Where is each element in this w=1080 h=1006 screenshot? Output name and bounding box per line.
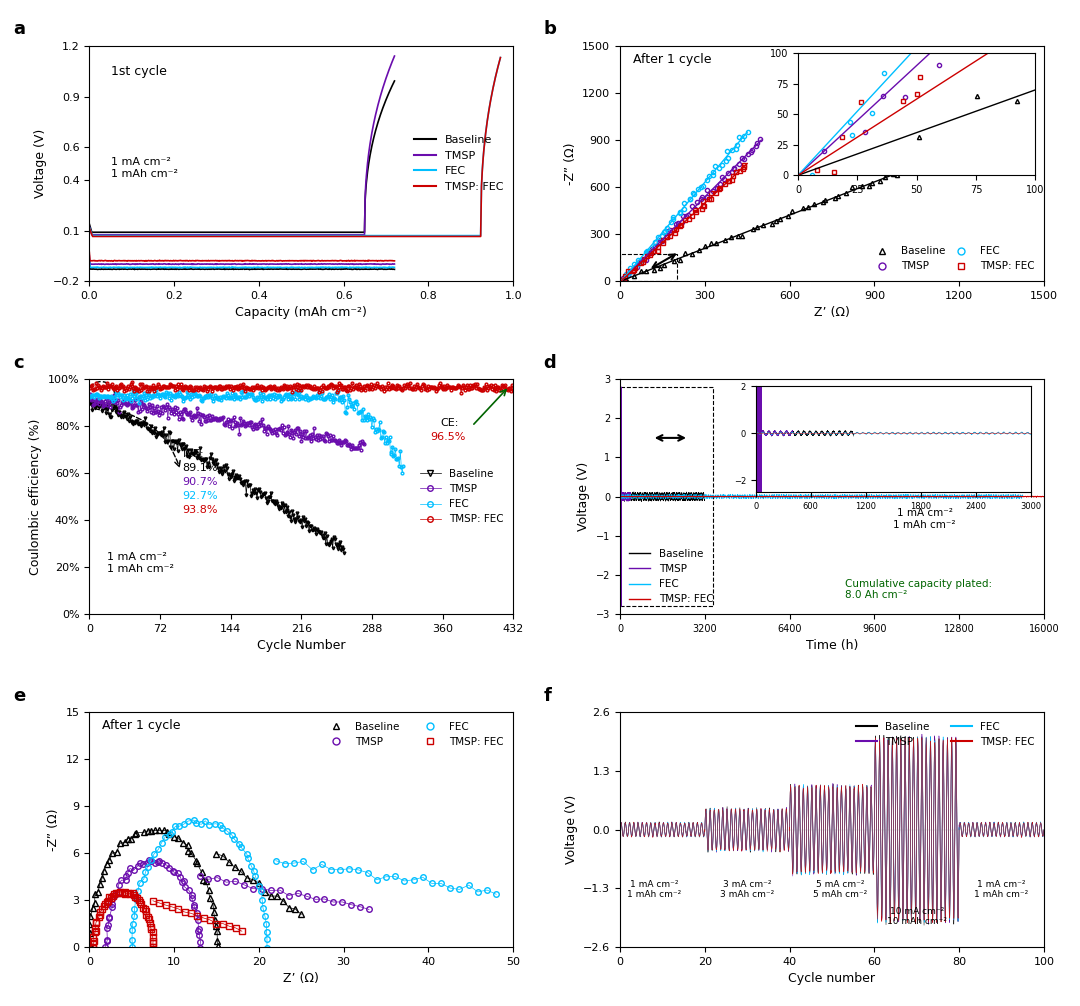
Text: a: a [13,20,25,38]
Text: f: f [543,686,552,704]
Text: c: c [13,353,24,371]
Legend: Baseline, TMSP, FEC, TMSP: FEC: Baseline, TMSP, FEC, TMSP: FEC [322,717,508,751]
Text: 1st cycle: 1st cycle [110,65,166,78]
X-axis label: Cycle number: Cycle number [788,972,876,985]
Text: d: d [543,353,556,371]
Legend: Baseline, TMSP, FEC, TMSP: FEC: Baseline, TMSP, FEC, TMSP: FEC [416,465,508,528]
Text: CE:: CE: [441,418,459,429]
X-axis label: Z’ (Ω): Z’ (Ω) [814,306,850,319]
Text: 10 mA cm⁻²
10 mAh cm⁻²: 10 mA cm⁻² 10 mAh cm⁻² [887,907,947,927]
Legend: Baseline, TMSP, FEC, TMSP: FEC: Baseline, TMSP, FEC, TMSP: FEC [867,242,1039,276]
Y-axis label: Coulombic efficiency (%): Coulombic efficiency (%) [29,418,42,574]
Y-axis label: -Z” (Ω): -Z” (Ω) [46,809,59,851]
Text: 1 mA cm⁻²
1 mAh cm⁻²: 1 mA cm⁻² 1 mAh cm⁻² [974,880,1028,899]
Text: e: e [13,686,25,704]
Text: 3 mA cm⁻²
3 mAh cm⁻²: 3 mA cm⁻² 3 mAh cm⁻² [720,880,774,899]
X-axis label: Capacity (mAh cm⁻²): Capacity (mAh cm⁻²) [235,306,367,319]
Text: After 1 cycle: After 1 cycle [102,719,180,732]
X-axis label: Cycle Number: Cycle Number [257,639,346,652]
Text: 96.5%: 96.5% [431,433,467,443]
Legend: Baseline, TMSP, FEC, TMSP: FEC: Baseline, TMSP, FEC, TMSP: FEC [852,717,1039,751]
Text: 1 mA cm⁻²
1 mAh cm⁻²: 1 mA cm⁻² 1 mAh cm⁻² [893,508,956,530]
Bar [620,387,713,606]
Text: 89.1%: 89.1% [183,463,218,473]
Text: 1 mA cm⁻²
1 mAh cm⁻²: 1 mA cm⁻² 1 mAh cm⁻² [110,157,177,179]
Text: b: b [543,20,556,38]
Bar [620,255,676,281]
Legend: Baseline, TMSP, FEC, TMSP: FEC: Baseline, TMSP, FEC, TMSP: FEC [409,131,508,196]
X-axis label: Time (h): Time (h) [806,639,859,652]
Legend: Baseline, TMSP, FEC, TMSP: FEC: Baseline, TMSP, FEC, TMSP: FEC [625,544,717,609]
Y-axis label: -Z” (Ω): -Z” (Ω) [564,142,577,185]
Text: 5 mA cm⁻²
5 mAh cm⁻²: 5 mA cm⁻² 5 mAh cm⁻² [813,880,867,899]
X-axis label: Z’ (Ω): Z’ (Ω) [283,972,320,985]
Y-axis label: Voltage (V): Voltage (V) [578,462,591,531]
Text: Cumulative capacity plated:
8.0 Ah cm⁻²: Cumulative capacity plated: 8.0 Ah cm⁻² [846,578,993,601]
Y-axis label: Voltage (V): Voltage (V) [33,129,46,198]
Text: 93.8%: 93.8% [183,505,218,515]
Text: 90.7%: 90.7% [183,477,218,487]
Text: 1 mA cm⁻²
1 mAh cm⁻²: 1 mA cm⁻² 1 mAh cm⁻² [107,552,174,573]
Text: ICE:: ICE: [183,449,204,459]
Text: After 1 cycle: After 1 cycle [633,53,712,66]
Text: 1 mA cm⁻²
1 mAh cm⁻²: 1 mA cm⁻² 1 mAh cm⁻² [626,880,681,899]
Text: 92.7%: 92.7% [183,491,218,501]
Y-axis label: Voltage (V): Voltage (V) [565,795,578,864]
